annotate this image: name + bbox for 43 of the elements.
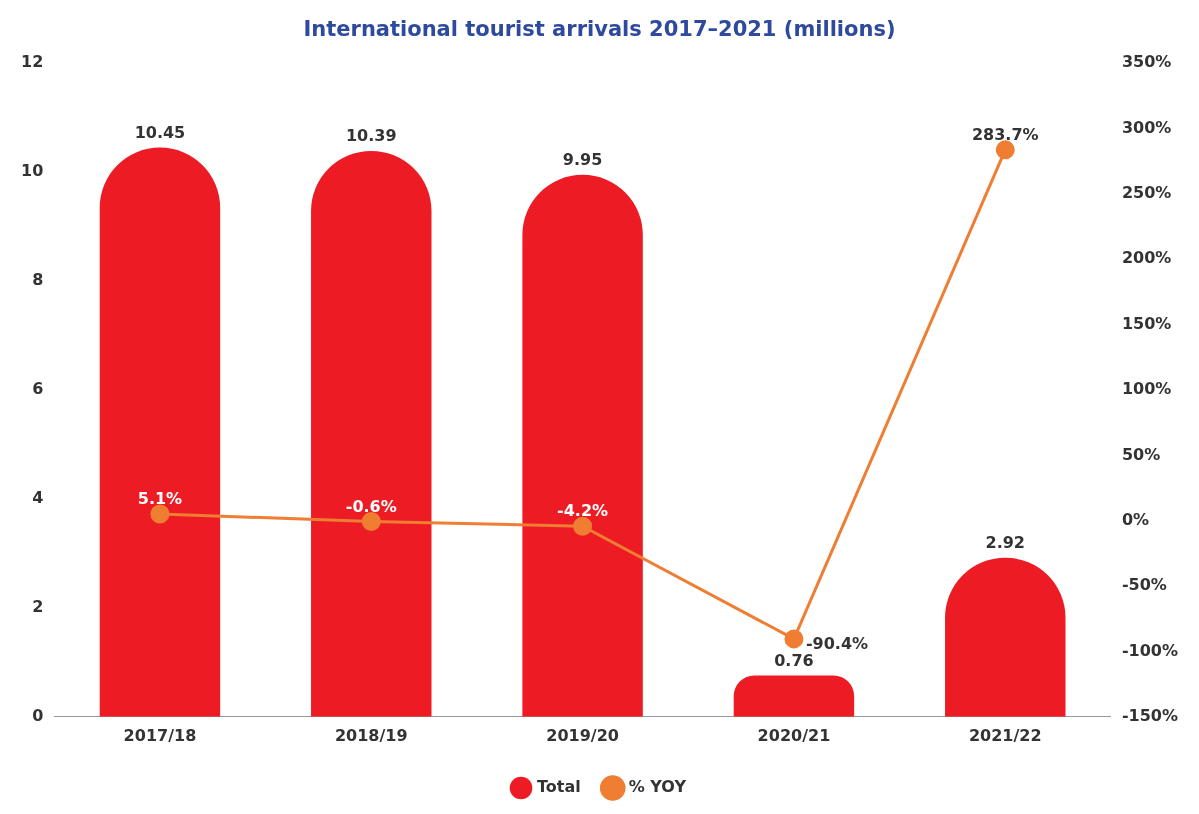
x-tick-label: 2019/20 (546, 725, 619, 745)
y-tick-label: 4 (32, 488, 44, 508)
data-label: 10.45 (134, 122, 186, 142)
y2-tick-label: 350% (1121, 52, 1172, 72)
y-tick-label: 2 (32, 597, 44, 617)
point (784, 629, 804, 649)
x-tick-label: 2017/18 (123, 725, 197, 745)
bar (733, 675, 855, 717)
legend-label: Total (537, 777, 581, 797)
data-label: 283.7% (971, 125, 1039, 145)
point (995, 140, 1015, 160)
point (150, 504, 170, 524)
chart-title: International tourist arrivals 2017–2021 (millions) (303, 17, 896, 42)
y2-tick-label: 200% (1121, 248, 1172, 268)
y2-tick-label: -100% (1121, 640, 1179, 660)
y-tick-label: 12 (21, 52, 44, 72)
y-tick-label: 0 (32, 705, 44, 725)
y2-tick-label: 100% (1121, 379, 1172, 399)
bar (311, 150, 432, 717)
data-label: 10.39 (345, 126, 397, 146)
point (361, 512, 381, 531)
data-label: 9.95 (562, 150, 603, 170)
y2-tick-label: 250% (1121, 183, 1172, 203)
data-label: -0.6% (345, 496, 397, 516)
y-tick-label: 6 (32, 379, 44, 399)
x-tick-label: 2020/21 (757, 725, 831, 745)
y2-tick-label: -50% (1121, 575, 1167, 595)
bar (522, 174, 643, 717)
y2-tick-label: -150% (1121, 705, 1179, 725)
y-tick-label: 10 (21, 161, 44, 181)
y2-tick-label: 0% (1121, 509, 1150, 529)
x-tick-label: 2021/22 (968, 725, 1042, 745)
y2-tick-label: 150% (1121, 313, 1172, 333)
bar (99, 147, 221, 717)
y2-tick-label: 50% (1121, 444, 1161, 464)
point (573, 516, 593, 536)
data-label: 5.1% (137, 489, 183, 509)
legend-label: % YOY (628, 777, 687, 797)
data-label: -4.2% (557, 501, 609, 521)
data-label: 2.92 (985, 532, 1026, 552)
x-tick-label: 2018/19 (334, 725, 408, 745)
y2-tick-label: 300% (1121, 117, 1172, 137)
y-tick-label: 8 (32, 270, 44, 290)
